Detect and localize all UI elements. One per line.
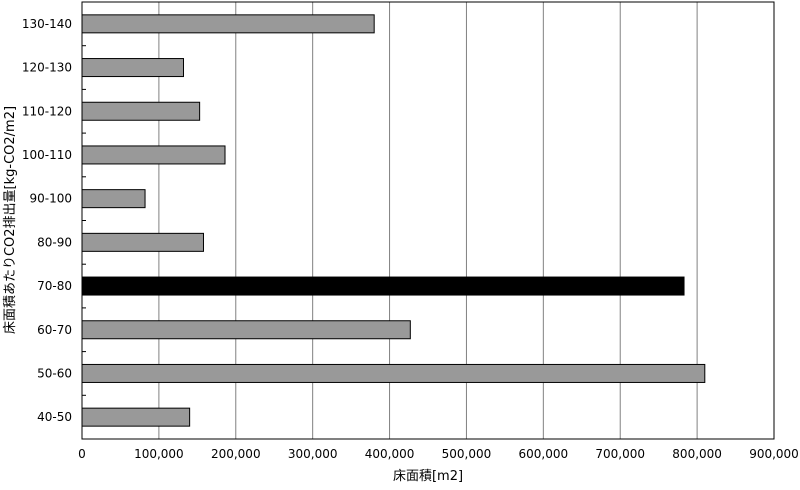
bar: [81, 232, 204, 252]
x-tick-label: 800,000: [672, 447, 722, 461]
y-tick-label: 70-80: [37, 279, 72, 293]
x-tick-label: 500,000: [442, 447, 492, 461]
x-tick-label: 600,000: [519, 447, 569, 461]
bar: [81, 14, 375, 34]
x-tick-label: 200,000: [211, 447, 261, 461]
y-tick-label: 130-140: [22, 17, 72, 31]
x-tick-label: 400,000: [365, 447, 415, 461]
x-tick-label: 900,000: [749, 447, 799, 461]
x-tick-label: 700,000: [595, 447, 645, 461]
x-tick-label: 300,000: [288, 447, 338, 461]
bar: [81, 276, 685, 296]
y-tick-label: 80-90: [37, 235, 72, 249]
bar: [81, 58, 184, 78]
x-tick-label: 0: [78, 447, 86, 461]
bar: [81, 145, 226, 165]
y-tick-label: 120-130: [22, 61, 72, 75]
y-tick-label: 90-100: [29, 192, 72, 206]
y-tick-label: 50-60: [37, 366, 72, 380]
y-tick-labels: 40-50 50-60 60-70 70-80 80-90 90-100 100-110 11…: [22, 17, 86, 440]
bars: [81, 14, 706, 427]
bar: [81, 407, 191, 427]
bar: [81, 363, 706, 383]
bar: [81, 320, 411, 340]
y-tick-label: 40-50: [37, 410, 72, 424]
bar: [81, 101, 201, 121]
y-tick-label: 60-70: [37, 323, 72, 337]
x-axis-label: 床面積[m2]: [393, 469, 463, 484]
y-axis-label: 床面積あたりCO2排出量[kg-CO2/m2]: [3, 106, 18, 334]
y-tick-label: 110-120: [22, 104, 72, 118]
bar: [81, 189, 146, 209]
x-tick-label: 100,000: [134, 447, 184, 461]
y-tick-label: 100-110: [22, 148, 72, 162]
x-tick-labels: 0 100,000 200,000 300,000 400,000 500,000 600,…: [78, 447, 799, 461]
